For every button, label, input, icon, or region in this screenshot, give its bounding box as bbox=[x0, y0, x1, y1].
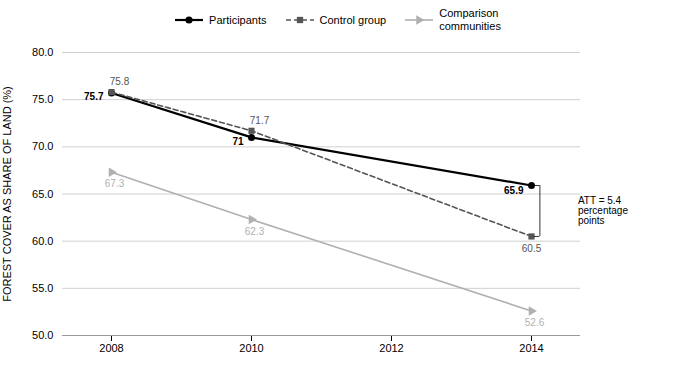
svg-text:65.0: 65.0 bbox=[32, 188, 53, 200]
svg-text:2008: 2008 bbox=[99, 342, 123, 354]
svg-text:75.8: 75.8 bbox=[110, 76, 130, 87]
svg-text:71.7: 71.7 bbox=[250, 115, 270, 126]
svg-text:2014: 2014 bbox=[519, 342, 543, 354]
html-text:Participants: Participants bbox=[209, 13, 267, 26]
svg-text:ATT = 5.4percentagepoints: ATT = 5.4percentagepoints bbox=[578, 195, 628, 226]
svg-text:75.0: 75.0 bbox=[32, 93, 53, 105]
svg-text:65.9: 65.9 bbox=[504, 185, 524, 196]
svg-text:71: 71 bbox=[232, 136, 244, 147]
svg-text:FOREST COVER AS SHARE OF LAND: FOREST COVER AS SHARE OF LAND (%) bbox=[1, 86, 13, 302]
svg-text:52.6: 52.6 bbox=[525, 317, 545, 328]
svg-text:60.0: 60.0 bbox=[32, 235, 53, 247]
svg-text:2010: 2010 bbox=[239, 342, 263, 354]
svg-text:2012: 2012 bbox=[379, 342, 403, 354]
svg-text:67.3: 67.3 bbox=[105, 178, 125, 189]
svg-text:50.0: 50.0 bbox=[32, 329, 53, 341]
svg-text:62.3: 62.3 bbox=[245, 226, 265, 237]
svg-text:60.5: 60.5 bbox=[522, 243, 542, 254]
html-text:Control group: Control group bbox=[319, 13, 387, 26]
html-text:Comparison communities: Comparison communities bbox=[439, 7, 501, 32]
svg-text:80.0: 80.0 bbox=[32, 46, 53, 58]
svg-text:55.0: 55.0 bbox=[32, 282, 53, 294]
svg-text:70.0: 70.0 bbox=[32, 140, 53, 152]
svg-text:75.7: 75.7 bbox=[84, 91, 104, 102]
